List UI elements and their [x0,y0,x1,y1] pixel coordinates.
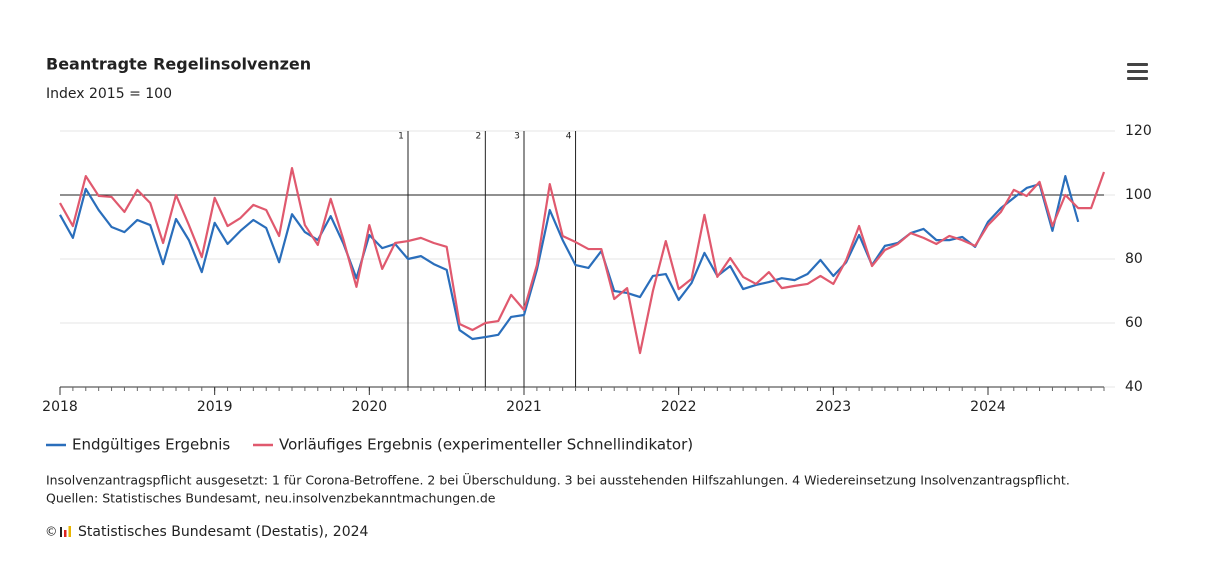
x-tick-label: 2020 [352,399,388,415]
chart-subtitle: Index 2015 = 100 [46,86,172,102]
x-tick-label: 2018 [42,399,78,415]
legend-label: Endgültiges Ergebnis [72,436,230,454]
logo-bar [68,526,71,537]
chart-title: Beantragte Regelinsolvenzen [46,55,311,74]
menu-bar [1127,70,1148,73]
source: Quellen: Statistisches Bundesamt, neu.in… [46,491,496,506]
menu-bar [1127,77,1148,80]
x-tick-label: 2023 [816,399,852,415]
series-line [59,175,1080,341]
footnote: Insolvenzantragspflicht ausgesetzt: 1 fü… [46,472,1070,488]
x-tick-label: 2022 [661,399,697,415]
logo-bar [60,527,62,537]
x-tick-label: 2024 [970,399,1006,415]
copyright-symbol: © [45,524,58,539]
logo [60,526,71,537]
y-tick-label: 80 [1125,251,1143,267]
annotation-label: 4 [566,132,572,142]
legend-label: Vorläufiges Ergebnis (experimenteller Sc… [279,436,693,454]
annotation-label: 1 [398,132,404,142]
x-tick-label: 2021 [506,399,542,415]
x-tick-label: 2019 [197,399,233,415]
y-tick-label: 40 [1125,379,1143,395]
menu-bar [1127,63,1148,66]
logo-bar [64,530,67,537]
y-tick-label: 100 [1125,187,1152,203]
menu-button[interactable] [1127,63,1148,80]
y-tick-label: 60 [1125,315,1143,331]
annotation-label: 3 [514,132,520,142]
series-line [59,167,1106,355]
annotation-label: 2 [475,132,481,142]
copyright: Statistisches Bundesamt (Destatis), 2024 [78,524,369,540]
y-tick-label: 120 [1125,123,1152,139]
